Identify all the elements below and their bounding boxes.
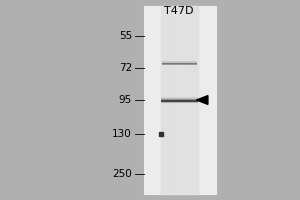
Text: 130: 130 [112, 129, 132, 139]
Bar [190, 6, 194, 194]
Bar [160, 6, 164, 194]
Text: 95: 95 [119, 95, 132, 105]
Text: T47D: T47D [164, 6, 194, 16]
Bar [187, 6, 190, 194]
Bar [183, 6, 187, 194]
Bar [176, 6, 179, 194]
Bar [172, 6, 176, 194]
Bar [144, 6, 216, 194]
Bar [160, 6, 198, 194]
Bar [194, 6, 198, 194]
Polygon shape [196, 96, 208, 104]
Text: 250: 250 [112, 169, 132, 179]
Bar [179, 6, 183, 194]
Bar [168, 6, 172, 194]
Text: 72: 72 [119, 63, 132, 73]
Text: 55: 55 [119, 31, 132, 41]
Bar [164, 6, 168, 194]
